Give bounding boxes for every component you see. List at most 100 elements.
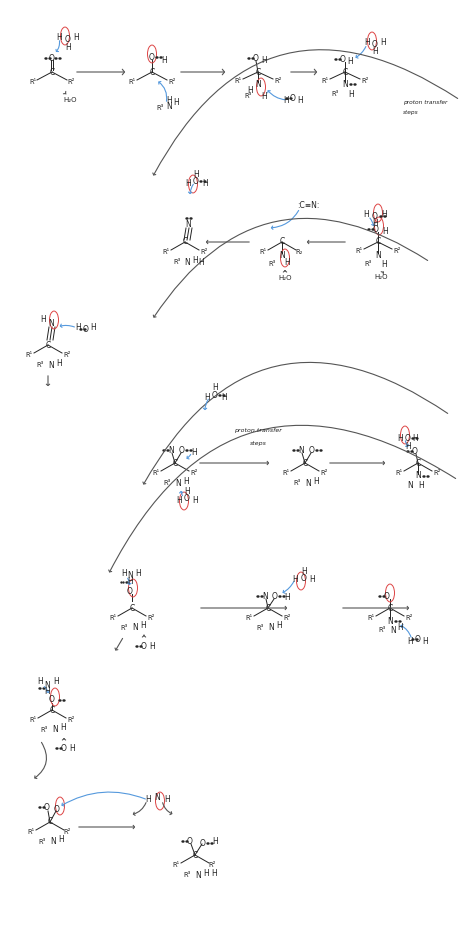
Text: H: H — [412, 433, 418, 443]
Text: R²: R² — [320, 470, 328, 476]
Text: H: H — [73, 33, 79, 41]
Text: O: O — [187, 837, 193, 845]
Text: proton transfer: proton transfer — [403, 100, 447, 104]
Text: H: H — [60, 724, 66, 732]
Text: H: H — [164, 795, 170, 805]
Text: O: O — [65, 35, 71, 43]
Text: H: H — [284, 593, 290, 603]
Text: H: H — [127, 577, 133, 587]
Text: N: N — [185, 220, 191, 228]
Text: H: H — [149, 641, 155, 650]
Text: H: H — [292, 575, 298, 585]
Text: N: N — [154, 793, 160, 803]
Text: N: N — [268, 623, 274, 633]
Text: H: H — [176, 495, 182, 505]
Text: C: C — [149, 68, 155, 76]
Text: R³: R³ — [268, 261, 275, 267]
Text: O: O — [149, 53, 155, 61]
Text: N: N — [52, 726, 58, 734]
Text: O: O — [405, 433, 411, 443]
Text: H: H — [247, 86, 253, 95]
Text: H: H — [69, 744, 75, 753]
Text: O: O — [384, 591, 390, 601]
Text: R³: R³ — [256, 625, 264, 631]
Text: C: C — [46, 340, 51, 350]
Text: H₂O: H₂O — [278, 275, 292, 281]
Text: R³: R³ — [378, 627, 386, 633]
Text: O: O — [193, 177, 199, 185]
Text: H: H — [184, 487, 190, 495]
Text: N: N — [407, 480, 413, 490]
Text: N: N — [184, 258, 190, 267]
Text: R²: R² — [67, 717, 75, 723]
Text: N: N — [175, 478, 181, 488]
Text: H: H — [58, 836, 64, 844]
Text: H: H — [301, 567, 307, 575]
Text: R¹: R¹ — [356, 248, 363, 254]
Text: proton transfer: proton transfer — [234, 428, 282, 432]
Text: H: H — [381, 259, 387, 269]
Text: N: N — [195, 870, 201, 880]
Text: H: H — [363, 210, 369, 218]
Text: N: N — [415, 472, 421, 480]
Text: R¹: R¹ — [259, 249, 266, 255]
Text: N: N — [390, 625, 396, 634]
Text: H: H — [173, 98, 179, 106]
Text: C: C — [255, 68, 261, 76]
Text: O: O — [141, 641, 147, 650]
Text: R¹: R¹ — [26, 352, 33, 358]
Text: C: C — [415, 459, 420, 467]
Text: N: N — [127, 572, 133, 581]
Text: H: H — [418, 480, 424, 490]
Text: H: H — [191, 447, 197, 457]
Text: N: N — [298, 446, 304, 455]
Text: H: H — [121, 569, 127, 577]
Text: H: H — [56, 358, 62, 368]
Text: N: N — [132, 623, 138, 633]
Text: O: O — [372, 212, 378, 221]
Text: R³: R³ — [38, 839, 46, 845]
Text: N: N — [166, 102, 172, 111]
Text: H: H — [221, 393, 227, 401]
Text: N: N — [262, 591, 268, 601]
Text: H: H — [40, 316, 46, 324]
Text: N: N — [375, 250, 381, 259]
Text: H: H — [212, 384, 218, 393]
Text: H: H — [405, 442, 411, 450]
Text: O: O — [49, 696, 55, 704]
Text: H: H — [192, 495, 198, 505]
Text: N: N — [48, 361, 54, 369]
Text: R¹: R¹ — [395, 470, 402, 476]
Text: R²: R² — [64, 352, 71, 358]
Text: O: O — [179, 446, 185, 455]
Text: C: C — [279, 238, 284, 246]
Text: R₂: R₂ — [295, 249, 303, 255]
Text: C: C — [387, 603, 392, 613]
Text: R³: R³ — [120, 625, 128, 631]
Text: H: H — [198, 258, 204, 267]
Text: O: O — [49, 54, 55, 62]
Text: H: H — [381, 210, 387, 218]
Text: N: N — [48, 319, 54, 327]
Text: H: H — [283, 96, 289, 104]
Text: H: H — [309, 575, 315, 585]
Text: H: H — [37, 678, 43, 686]
Text: R²: R² — [147, 615, 155, 621]
Text: R²: R² — [67, 79, 75, 85]
Text: C: C — [265, 603, 271, 613]
Text: N: N — [255, 80, 261, 88]
Text: R²: R² — [64, 829, 71, 835]
Text: R²: R² — [274, 78, 282, 84]
Text: H: H — [212, 837, 218, 845]
Text: R²: R² — [208, 862, 216, 868]
Text: R³: R³ — [156, 105, 164, 111]
Text: R³: R³ — [245, 93, 252, 99]
Text: R²: R² — [168, 79, 176, 85]
Text: R²: R² — [433, 470, 441, 476]
Text: H: H — [382, 227, 388, 236]
Text: O: O — [212, 390, 218, 400]
Text: R¹: R¹ — [128, 79, 136, 85]
Text: H: H — [56, 33, 62, 41]
Text: N: N — [279, 250, 285, 259]
Text: C: C — [47, 818, 53, 826]
